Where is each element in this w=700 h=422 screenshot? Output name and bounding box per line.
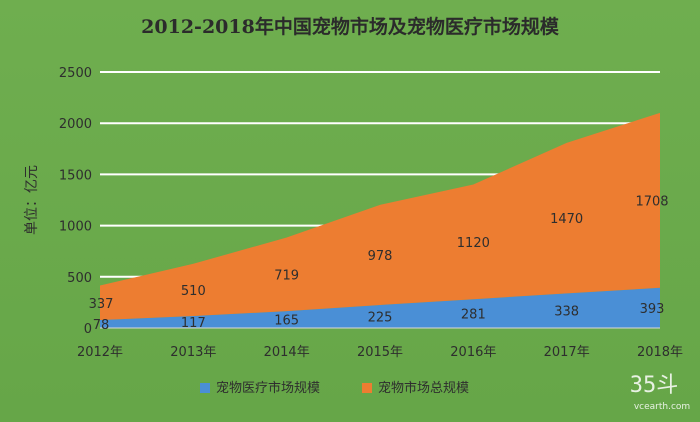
x-tick-label: 2018年 xyxy=(637,345,683,360)
data-label: 1120 xyxy=(457,236,490,251)
y-tick-label: 2500 xyxy=(59,66,92,81)
x-tick-label: 2016年 xyxy=(450,345,496,360)
y-tick-label: 1000 xyxy=(59,220,92,235)
y-tick-label: 500 xyxy=(67,271,92,286)
stacked-areas xyxy=(100,112,660,329)
data-label: 1470 xyxy=(550,212,583,227)
legend-label-medical: 宠物医疗市场规模 xyxy=(216,380,320,396)
data-label: 117 xyxy=(181,316,206,331)
data-label: 510 xyxy=(181,284,206,299)
x-tick-label: 2015年 xyxy=(357,345,403,360)
data-label: 337 xyxy=(89,297,114,312)
x-tick-label: 2013年 xyxy=(170,345,216,360)
legend-swatch-medical xyxy=(200,383,210,393)
data-label: 338 xyxy=(554,305,579,320)
x-axis-ticks: 2012年 2013年 2014年 2015年 2016年 2017年 2018年 xyxy=(77,345,683,360)
x-tick-label: 2014年 xyxy=(264,345,310,360)
watermark: 35斗 vcearth.com xyxy=(630,373,690,412)
data-label: 719 xyxy=(274,268,299,283)
watermark-logo: 35斗 xyxy=(630,373,679,398)
y-tick-label: 1500 xyxy=(59,168,92,183)
legend-swatch-total xyxy=(362,383,372,393)
area-series-0 xyxy=(100,287,660,328)
chart-title: 2012-2018年中国宠物市场及宠物医疗市场规模 xyxy=(141,15,560,38)
y-tick-label: 0 xyxy=(84,322,92,337)
x-tick-label: 2012年 xyxy=(77,345,123,360)
x-tick-label: 2017年 xyxy=(544,345,590,360)
legend-label-total: 宠物市场总规模 xyxy=(378,380,469,396)
data-label: 978 xyxy=(368,249,393,264)
area-series-1 xyxy=(100,112,660,321)
y-axis-label: 单位：亿元 xyxy=(24,165,40,235)
data-labels: 78 117 165 225 281 338 393 337 510 719 978 1120 1470… xyxy=(89,194,669,333)
y-axis-ticks: 0 500 1000 1500 2000 2500 xyxy=(59,66,92,337)
y-tick-label: 2000 xyxy=(59,117,92,132)
legend: 宠物医疗市场规模 宠物市场总规模 xyxy=(200,380,469,396)
data-label: 225 xyxy=(368,310,393,325)
data-label: 165 xyxy=(274,314,299,329)
data-label: 281 xyxy=(461,308,486,323)
data-label: 78 xyxy=(93,318,110,333)
data-label: 1708 xyxy=(635,194,668,209)
data-label: 393 xyxy=(640,302,665,317)
watermark-url: vcearth.com xyxy=(634,402,690,412)
